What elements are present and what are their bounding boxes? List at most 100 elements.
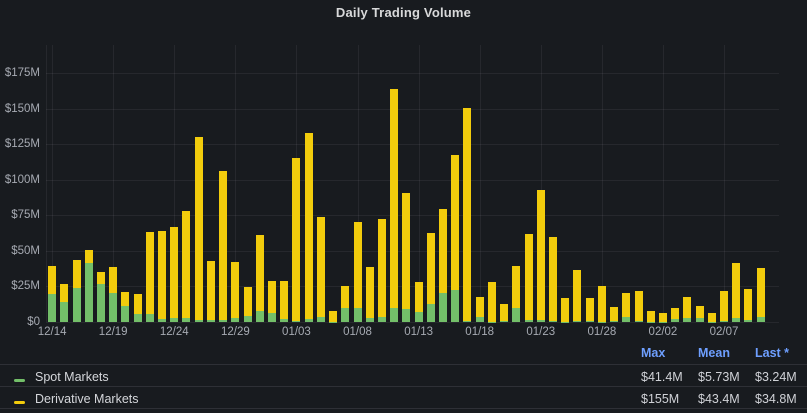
bar-spot-12/19[interactable]: [109, 293, 118, 322]
bar-spot-02/09[interactable]: [744, 319, 753, 322]
bar-spot-01/31[interactable]: [634, 321, 643, 322]
bar-spot-01/17[interactable]: [463, 321, 472, 322]
bar-derivative-12/24[interactable]: [170, 226, 179, 319]
bar-spot-01/11[interactable]: [390, 308, 399, 322]
bar-derivative-01/11[interactable]: [390, 88, 399, 309]
bar-spot-01/14[interactable]: [426, 304, 435, 322]
bar-spot-01/29[interactable]: [610, 321, 619, 322]
bar-spot-12/30[interactable]: [243, 315, 252, 322]
bar-spot-01/09[interactable]: [365, 317, 374, 322]
bar-derivative-01/02[interactable]: [280, 281, 289, 320]
bar-spot-01/18[interactable]: [475, 316, 484, 322]
bar-spot-02/08[interactable]: [732, 318, 741, 322]
bar-spot-02/04[interactable]: [683, 317, 692, 322]
bar-spot-12/22[interactable]: [145, 314, 154, 322]
bar-spot-01/04[interactable]: [304, 319, 313, 322]
bar-spot-01/07[interactable]: [341, 308, 350, 322]
legend-item-spot-markets[interactable]: Spot Markets: [35, 370, 109, 384]
bar-derivative-01/06[interactable]: [329, 310, 338, 322]
bar-spot-02/10[interactable]: [756, 317, 765, 322]
bar-derivative-01/14[interactable]: [426, 232, 435, 305]
bar-derivative-02/05[interactable]: [695, 306, 704, 318]
bar-derivative-01/09[interactable]: [365, 266, 374, 318]
bar-derivative-12/22[interactable]: [145, 231, 154, 315]
bar-spot-01/02[interactable]: [280, 319, 289, 322]
bar-derivative-01/17[interactable]: [463, 108, 472, 322]
bar-spot-01/05[interactable]: [316, 317, 325, 322]
bar-derivative-12/27[interactable]: [206, 261, 215, 321]
bar-derivative-12/15[interactable]: [60, 283, 69, 302]
bar-derivative-02/04[interactable]: [683, 297, 692, 318]
bar-derivative-12/28[interactable]: [219, 171, 228, 321]
bar-spot-12/26[interactable]: [194, 320, 203, 322]
bar-derivative-01/01[interactable]: [268, 281, 276, 314]
bar-derivative-02/10[interactable]: [756, 267, 765, 318]
legend-header-last[interactable]: Last *: [755, 346, 790, 360]
bar-derivative-12/18[interactable]: [96, 272, 105, 285]
bar-derivative-01/08[interactable]: [353, 221, 362, 309]
bar-derivative-02/01[interactable]: [646, 310, 655, 322]
bar-derivative-01/13[interactable]: [414, 282, 423, 312]
bar-spot-12/24[interactable]: [170, 318, 179, 322]
bar-derivative-01/03[interactable]: [292, 158, 301, 321]
bar-derivative-12/16[interactable]: [72, 260, 81, 288]
bar-derivative-12/26[interactable]: [194, 137, 203, 321]
bar-spot-01/22[interactable]: [524, 320, 533, 322]
bar-spot-02/05[interactable]: [695, 317, 704, 322]
bar-spot-12/15[interactable]: [60, 301, 69, 322]
bar-derivative-01/18[interactable]: [475, 296, 484, 317]
bar-derivative-12/20[interactable]: [121, 292, 130, 307]
bar-derivative-12/14[interactable]: [48, 266, 57, 294]
legend-item-derivative-markets[interactable]: Derivative Markets: [35, 392, 139, 406]
bar-derivative-12/29[interactable]: [231, 262, 240, 319]
bar-spot-01/24[interactable]: [548, 321, 557, 322]
bar-spot-01/26[interactable]: [573, 321, 582, 322]
bar-spot-02/07[interactable]: [720, 321, 729, 322]
bar-derivative-12/23[interactable]: [158, 230, 167, 320]
bar-derivative-01/26[interactable]: [573, 270, 582, 322]
bar-derivative-01/07[interactable]: [341, 286, 350, 309]
bar-spot-12/25[interactable]: [182, 317, 191, 322]
bar-derivative-02/06[interactable]: [707, 312, 716, 322]
bar-derivative-12/19[interactable]: [109, 267, 118, 294]
bar-spot-01/10[interactable]: [377, 316, 386, 322]
bar-derivative-02/03[interactable]: [671, 308, 680, 320]
bar-derivative-01/12[interactable]: [402, 192, 411, 310]
bar-derivative-01/16[interactable]: [451, 155, 460, 290]
bar-derivative-01/30[interactable]: [622, 293, 631, 318]
bar-derivative-01/25[interactable]: [561, 297, 570, 322]
bar-spot-01/15[interactable]: [439, 293, 448, 322]
bar-derivative-02/07[interactable]: [720, 290, 729, 322]
panel-title[interactable]: Daily Trading Volume: [335, 5, 472, 20]
bar-derivative-01/29[interactable]: [610, 307, 619, 322]
bar-derivative-01/05[interactable]: [316, 217, 325, 318]
bar-spot-01/03[interactable]: [292, 320, 301, 322]
bar-derivative-01/28[interactable]: [597, 285, 606, 322]
bar-spot-01/23[interactable]: [536, 320, 545, 322]
bar-spot-01/20[interactable]: [500, 321, 509, 322]
bar-spot-01/21[interactable]: [512, 308, 521, 322]
bar-spot-12/31[interactable]: [255, 310, 264, 322]
bar-derivative-01/24[interactable]: [548, 236, 557, 322]
bar-derivative-12/17[interactable]: [84, 250, 93, 264]
bar-spot-01/12[interactable]: [402, 309, 411, 322]
bar-derivative-01/22[interactable]: [524, 234, 533, 321]
bar-spot-01/30[interactable]: [622, 317, 631, 322]
bar-spot-12/16[interactable]: [72, 287, 81, 322]
bar-derivative-01/20[interactable]: [500, 304, 509, 322]
bar-derivative-01/15[interactable]: [439, 208, 448, 294]
bar-derivative-02/02[interactable]: [658, 313, 667, 322]
bar-spot-01/01[interactable]: [268, 313, 276, 322]
bar-spot-12/14[interactable]: [48, 293, 57, 322]
bar-derivative-02/08[interactable]: [732, 263, 741, 319]
bar-spot-12/21[interactable]: [133, 314, 142, 322]
bar-spot-01/27[interactable]: [585, 321, 594, 322]
bar-derivative-02/09[interactable]: [744, 289, 753, 320]
bar-derivative-12/25[interactable]: [182, 210, 191, 318]
legend-header-max[interactable]: Max: [641, 346, 666, 360]
bar-spot-12/20[interactable]: [121, 306, 130, 322]
bar-derivative-01/21[interactable]: [512, 265, 521, 309]
bar-derivative-01/19[interactable]: [487, 282, 496, 322]
bar-spot-02/03[interactable]: [671, 319, 680, 322]
bar-spot-12/29[interactable]: [231, 318, 240, 322]
